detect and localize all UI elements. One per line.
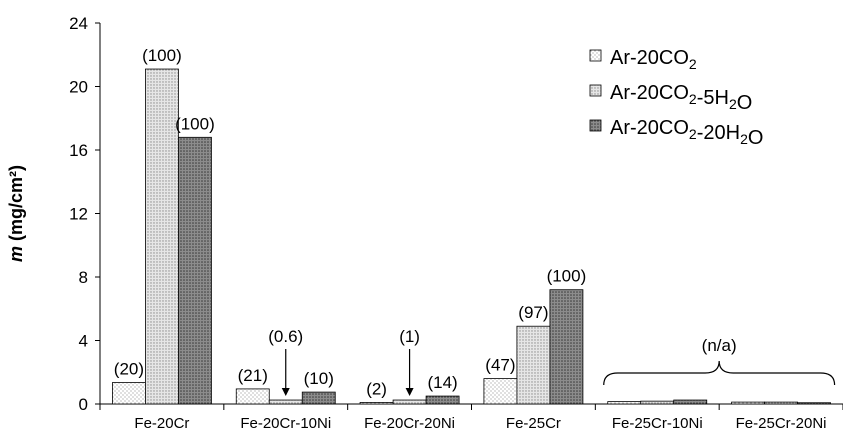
x-tick-label: Fe-20Cr bbox=[134, 415, 189, 432]
legend-subscript: 2 bbox=[740, 131, 748, 147]
legend-text-part: Ar-20CO bbox=[610, 82, 689, 104]
data-label: (0.6) bbox=[268, 327, 303, 346]
legend-subscript: 2 bbox=[689, 56, 697, 72]
bar bbox=[764, 401, 798, 405]
legend-text-part: -5H bbox=[697, 87, 729, 109]
data-labels: (20) (21) (2) (47) (100) (0.6) (1) (97) (100) (10… bbox=[114, 46, 836, 398]
legend-swatch bbox=[589, 84, 602, 97]
legend-text-part: Ar-20CO bbox=[610, 47, 689, 69]
data-label: (100) bbox=[142, 46, 182, 65]
bar bbox=[516, 325, 551, 405]
x-tick-label: Fe-25Cr-10Ni bbox=[612, 415, 703, 432]
y-axis-label: m (mg/cm²) bbox=[6, 165, 26, 262]
data-label: (97) bbox=[518, 303, 548, 322]
bar bbox=[235, 388, 270, 405]
bar bbox=[797, 402, 831, 405]
y-tick-label: 24 bbox=[69, 14, 88, 33]
data-label: (47) bbox=[485, 356, 515, 375]
data-label: (21) bbox=[238, 366, 268, 385]
group-brace bbox=[603, 360, 836, 386]
x-tick-label: Fe-20Cr-20Ni bbox=[364, 415, 455, 432]
data-label: (20) bbox=[114, 360, 144, 379]
y-tick-label: 4 bbox=[79, 332, 88, 351]
legend-subscript: 2 bbox=[689, 126, 697, 142]
x-tick-label: Fe-25Cr-20Ni bbox=[736, 415, 827, 432]
bar bbox=[301, 391, 336, 405]
bars bbox=[112, 68, 831, 405]
data-label: (100) bbox=[175, 114, 215, 133]
bar bbox=[268, 399, 303, 405]
legend-text-part: -20H bbox=[697, 122, 740, 144]
axes: 0 4 8 12 16 20 24 m (mg/cm²) Fe-20Cr Fe-20Cr-10Ni… bbox=[6, 14, 843, 432]
x-tick-label: Fe-25Cr bbox=[506, 415, 561, 432]
legend-text-part: O bbox=[748, 127, 764, 149]
y-axis-unit: (mg/cm²) bbox=[6, 165, 26, 246]
data-label: (10) bbox=[304, 369, 334, 388]
bar bbox=[425, 395, 460, 405]
bar bbox=[607, 401, 642, 405]
bar bbox=[673, 399, 708, 405]
y-tick-label: 16 bbox=[69, 141, 88, 160]
legend-subscript: 2 bbox=[689, 91, 697, 107]
data-label: (2) bbox=[366, 379, 387, 398]
legend-label: Ar-20CO2-20H2O bbox=[610, 117, 763, 149]
legend-swatch bbox=[589, 49, 602, 62]
y-tick-label: 8 bbox=[79, 268, 88, 287]
bar bbox=[112, 382, 146, 405]
data-label: (100) bbox=[547, 267, 587, 286]
x-tick-label: Fe-20Cr-10Ni bbox=[240, 415, 331, 432]
data-label: (1) bbox=[399, 327, 420, 346]
y-tick-label: 0 bbox=[79, 395, 88, 414]
annotation-arrow-head bbox=[281, 388, 290, 397]
bar bbox=[731, 401, 765, 405]
legend-text-part: Ar-20CO bbox=[610, 117, 689, 139]
legend-label: Ar-20CO2 bbox=[610, 47, 697, 72]
y-tick-label: 12 bbox=[69, 205, 88, 224]
y-axis-variable: m bbox=[6, 246, 26, 262]
bar bbox=[483, 378, 518, 405]
legend-text-part: O bbox=[737, 92, 753, 114]
legend-subscript: 2 bbox=[729, 96, 737, 112]
bar bbox=[359, 402, 394, 405]
legend-swatch bbox=[589, 119, 602, 132]
annotation-arrow-head bbox=[405, 388, 414, 397]
group-annotation: (n/a) bbox=[702, 336, 737, 355]
bar bbox=[640, 400, 675, 405]
bar bbox=[549, 289, 584, 405]
bar bbox=[178, 136, 212, 405]
bar bbox=[392, 399, 427, 405]
data-label: (14) bbox=[427, 373, 457, 392]
bar bbox=[145, 68, 179, 405]
legend-label: Ar-20CO2-5H2O bbox=[610, 82, 752, 114]
y-tick-label: 20 bbox=[69, 78, 88, 97]
